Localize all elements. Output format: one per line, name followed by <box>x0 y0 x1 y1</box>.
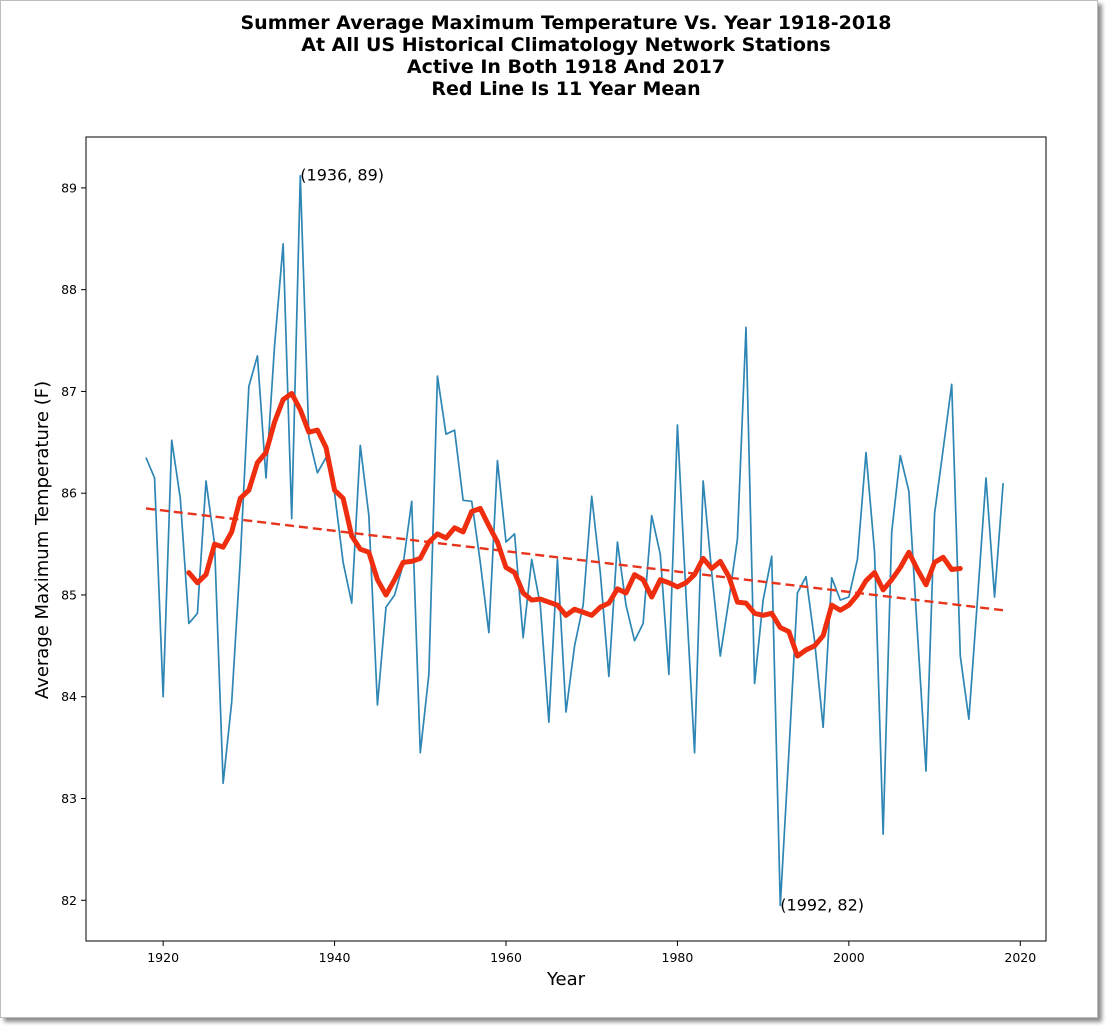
plot-frame <box>85 136 1047 942</box>
y-tick-label: 84 <box>61 689 77 704</box>
axis-ticks: 1920 1940 1960 1980 2000 2020 82 83 84 85 86 87 88 89 <box>61 180 1036 965</box>
x-tick-label: 1980 <box>662 950 694 965</box>
annotation-label: (1936, 89) <box>300 166 384 185</box>
y-tick-label: 89 <box>61 180 77 195</box>
y-tick-label: 88 <box>61 282 77 297</box>
title-line-1: Summer Average Maximum Temperature Vs. Y… <box>240 12 892 34</box>
annotation-label: (1992, 82) <box>780 895 864 914</box>
title-line-2: At All US Historical Climatology Network… <box>301 34 831 56</box>
x-tick-label: 1960 <box>490 950 522 965</box>
title-line-3: Active In Both 1918 And 2017 <box>406 56 726 78</box>
x-tick-label: 2020 <box>1004 950 1036 965</box>
eleven-year-mean-line <box>186 390 963 659</box>
annual-temperature-line <box>145 174 1004 907</box>
x-tick-label: 1920 <box>147 950 179 965</box>
x-axis-label: Year <box>546 969 586 990</box>
x-tick-label: 2000 <box>833 950 865 965</box>
y-tick-label: 83 <box>61 791 77 806</box>
chart-title: Summer Average Maximum Temperature Vs. Y… <box>0 12 1106 100</box>
y-tick-label: 82 <box>61 893 77 908</box>
y-tick-label: 85 <box>61 587 77 602</box>
y-axis-label: Average Maximum Temperature (F) <box>32 381 53 699</box>
y-tick-label: 87 <box>61 384 77 399</box>
title-line-4: Red Line Is 11 Year Mean <box>431 78 701 100</box>
plot-area: (1936, 89) (1992, 82) <box>85 136 1047 942</box>
x-tick-label: 1940 <box>319 950 351 965</box>
y-tick-label: 86 <box>61 486 77 501</box>
series-group <box>145 174 1004 907</box>
